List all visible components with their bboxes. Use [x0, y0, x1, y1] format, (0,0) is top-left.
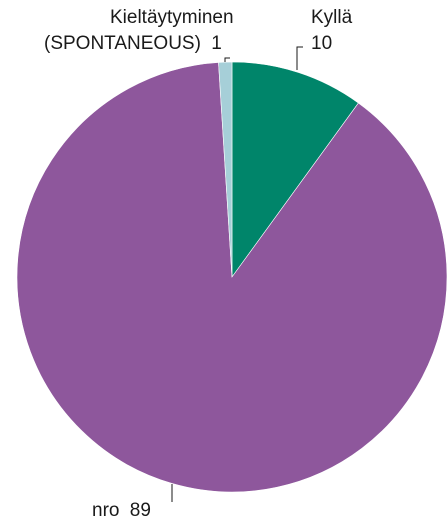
pie-slices — [16, 61, 447, 493]
slice-kylla — [231, 61, 359, 278]
slice-label-nro: nro 89 — [92, 500, 151, 521]
leader-kieltaytyminen — [224, 57, 230, 62]
slice-nro — [16, 62, 447, 493]
slice-label-kylla: Kyllä — [311, 7, 353, 28]
slice-label-kieltaytyminen-line1: Kieltäytyminen — [110, 7, 234, 28]
leader-lines — [171, 46, 303, 502]
slice-kieltaytyminen — [218, 61, 233, 278]
slice-value-kylla: 10 — [311, 33, 332, 54]
slice-label-kieltaytyminen-line2: (SPONTANEOUS) 1 — [44, 33, 222, 54]
slice-value-kieltaytyminen: 1 — [211, 33, 222, 54]
slice-value-nro: 89 — [130, 500, 151, 521]
leader-kylla — [296, 46, 303, 70]
